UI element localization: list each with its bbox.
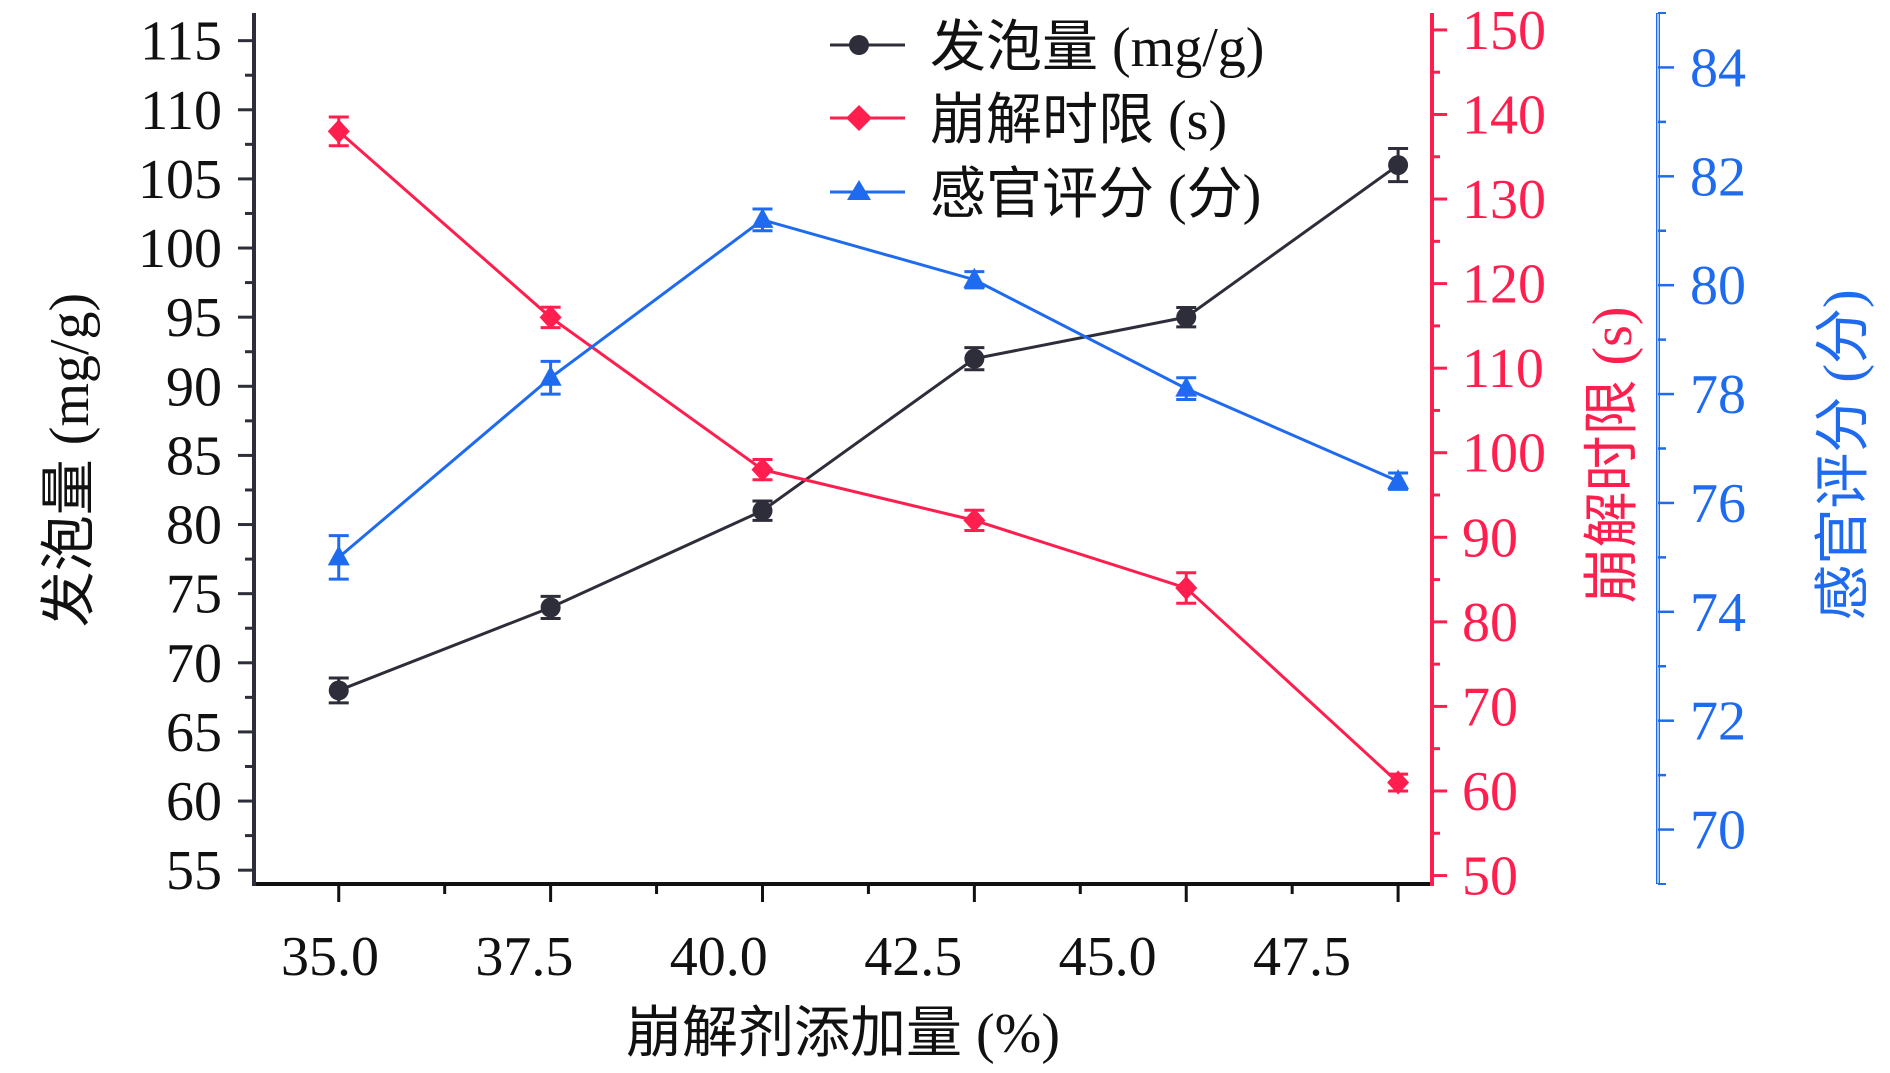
right1-tick-label: 100 — [1462, 423, 1546, 485]
left-tick-label: 100 — [138, 218, 222, 280]
right1-tick-label: 110 — [1462, 338, 1544, 400]
right2-tick-label: 76 — [1690, 473, 1746, 535]
right-y-axis-title-disintegration: 崩解时限 (s) — [1582, 306, 1644, 603]
legend-circle-icon — [849, 35, 869, 55]
legend-label-sensory: 感官评分 (分) — [930, 164, 1261, 226]
legend-diamond-icon — [846, 105, 872, 131]
legend-label-foam: 发泡量 (mg/g) — [930, 17, 1264, 79]
left-tick-label: 80 — [166, 495, 222, 557]
legend-item-disintegration: 崩解时限 (s) — [830, 90, 1227, 152]
data-point — [1388, 155, 1409, 176]
legend: 发泡量 (mg/g) 崩解时限 (s) 感官评分 (分) — [830, 17, 1264, 226]
left-y-axis-title: 发泡量 (mg/g) — [39, 293, 101, 627]
right-y-axis-sensory: 70 72 74 76 78 80 82 84 — [1656, 12, 1746, 885]
x-tick-label: 42.5 — [864, 926, 962, 988]
data-point — [1176, 307, 1197, 328]
right1-tick-label: 90 — [1462, 507, 1518, 569]
right-y-axis-disintegration: 50 60 70 80 90 100 110 120 130 140 150 — [1432, 0, 1546, 908]
x-tick-label: 40.0 — [670, 926, 768, 988]
data-point — [964, 348, 985, 369]
legend-triangle-icon — [847, 180, 871, 200]
left-tick-label: 75 — [166, 564, 222, 626]
data-point — [751, 207, 774, 228]
left-tick-label: 90 — [166, 356, 222, 418]
left-tick-label: 110 — [140, 80, 222, 142]
data-point — [751, 457, 774, 482]
right-y-axis-title-sensory: 感官评分 (分) — [1813, 289, 1875, 620]
series-layer — [327, 115, 1410, 795]
x-tick-label: 35.0 — [281, 926, 379, 988]
right2-tick-label: 78 — [1690, 364, 1746, 426]
data-point — [327, 119, 350, 144]
data-point — [539, 365, 562, 386]
data-point — [540, 597, 561, 618]
right2-tick-label: 70 — [1690, 800, 1746, 862]
left-tick-label: 95 — [166, 287, 222, 349]
left-y-axis: 55 60 65 70 75 80 85 90 95 100 105 110 115 — [138, 11, 254, 902]
series-2 — [327, 207, 1410, 581]
right1-tick-label: 150 — [1462, 0, 1546, 62]
data-point — [752, 500, 773, 521]
left-tick-label: 55 — [166, 840, 222, 902]
data-point — [1387, 469, 1410, 490]
data-point — [963, 267, 986, 288]
right1-tick-label: 120 — [1462, 254, 1546, 316]
right2-tick-label: 74 — [1690, 582, 1746, 644]
legend-item-foam: 发泡量 (mg/g) — [830, 17, 1264, 79]
right1-tick-label: 140 — [1462, 84, 1546, 146]
data-point — [1387, 770, 1410, 795]
left-tick-label: 70 — [166, 633, 222, 695]
plot-frame — [252, 13, 1434, 886]
series-line — [338, 163, 1399, 692]
right1-tick-label: 80 — [1462, 592, 1518, 654]
right2-tick-label: 84 — [1690, 37, 1746, 99]
legend-label-disintegration: 崩解时限 (s) — [930, 90, 1227, 152]
left-tick-label: 115 — [140, 11, 222, 73]
series-0 — [328, 146, 1409, 705]
x-tick-label: 47.5 — [1253, 926, 1351, 988]
x-axis-title: 崩解剂添加量 (%) — [626, 1003, 1060, 1065]
data-point — [963, 508, 986, 533]
data-point — [1175, 576, 1198, 601]
right2-tick-label: 80 — [1690, 255, 1746, 317]
data-point — [327, 545, 350, 566]
legend-item-sensory: 感官评分 (分) — [830, 164, 1261, 226]
x-tick-label: 45.0 — [1059, 926, 1157, 988]
right2-tick-label: 72 — [1690, 691, 1746, 753]
series-line — [337, 130, 1400, 784]
right1-tick-label: 130 — [1462, 169, 1546, 231]
data-point — [539, 305, 562, 330]
x-axis: 35.0 37.5 40.0 42.5 45.0 47.5 — [281, 884, 1400, 988]
data-point — [1175, 376, 1198, 397]
right2-tick-label: 82 — [1690, 146, 1746, 208]
left-tick-label: 105 — [138, 149, 222, 211]
right1-tick-label: 70 — [1462, 676, 1518, 738]
data-point — [328, 680, 349, 701]
right1-tick-label: 50 — [1462, 846, 1518, 908]
left-tick-label: 65 — [166, 702, 222, 764]
series-1 — [327, 115, 1410, 795]
left-tick-label: 85 — [166, 425, 222, 487]
right1-tick-label: 60 — [1462, 761, 1518, 823]
series-line — [337, 218, 1399, 559]
left-tick-label: 60 — [166, 771, 222, 833]
x-tick-label: 37.5 — [475, 926, 573, 988]
